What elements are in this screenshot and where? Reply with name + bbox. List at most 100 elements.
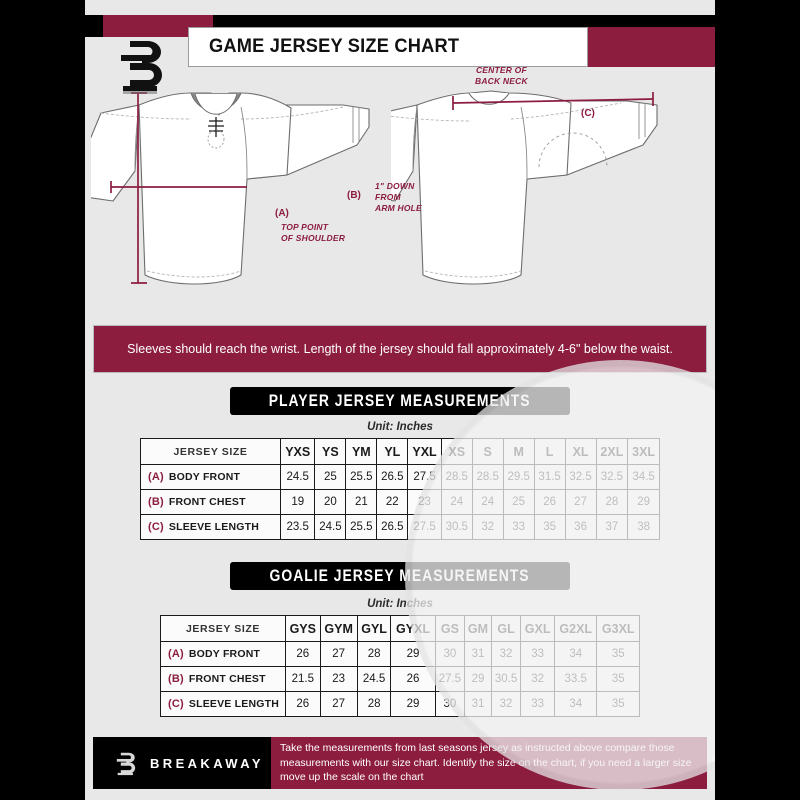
measurement-cell: 28: [356, 691, 392, 717]
row-label: (C) SLEEVE LENGTH: [160, 691, 286, 717]
breakaway-b-logo-icon: [121, 41, 162, 94]
measurement-cell: 24.5: [356, 666, 392, 692]
measurement-cell: 23: [319, 666, 358, 692]
front-label-a-text: TOP POINT OF SHOULDER: [281, 222, 346, 243]
table-row: (A) BODY FRONT 24.5 25 25.5 26.5 27.5 28.5 28.5 2…: [140, 464, 660, 490]
footer-arrow-icon: ➤: [709, 754, 715, 766]
title-box: GAME JERSEY SIZE CHART: [188, 27, 588, 67]
measurement-cell: 29: [390, 691, 436, 717]
size-header-gym: GYM: [319, 615, 358, 642]
size-header-l: L: [533, 438, 566, 465]
jersey-illustrations: (A) TOP POINT OF SHOULDER (B) 1" DOWN FR…: [85, 65, 715, 315]
size-column-header: JERSEY SIZE: [140, 438, 281, 465]
size-header-xl: XL: [564, 438, 597, 465]
player-section-banner: PLAYER JERSEY MEASUREMENTS: [230, 387, 570, 415]
measurement-cell: 32: [490, 691, 522, 717]
measurement-cell: 35: [596, 641, 640, 667]
table-row: (B) FRONT CHEST 19 20 21 22 23 24 24 25 26 27 28 29: [140, 489, 660, 515]
goalie-measurements-table: JERSEY SIZE GYS GYM GYL GYXL GS GM GL GXL G2XL G3X…: [160, 615, 640, 717]
measurement-cell: 27.5: [407, 464, 442, 490]
measurement-cell: 33.5: [553, 666, 598, 692]
goalie-table-header-row: JERSEY SIZE GYS GYM GYL GYXL GS GM GL GXL G2XL G3X…: [160, 615, 640, 642]
measurement-cell: 25: [314, 464, 347, 490]
measurement-cell: 21.5: [285, 666, 321, 692]
back-label-c: (C): [581, 108, 595, 119]
footer-instructions-text: Take the measurements from last seasons …: [280, 742, 692, 784]
size-header-s: S: [471, 438, 504, 465]
measurement-cell: 20: [314, 489, 347, 515]
row-label: (B) FRONT CHEST: [140, 489, 281, 515]
measurement-cell: 30.5: [490, 666, 522, 692]
measurement-cell: 23.5: [279, 514, 316, 540]
measurement-cell: 34: [553, 641, 598, 667]
table-row: (A) BODY FRONT 26 27 28 29 30 31 32 33 34 35: [160, 641, 640, 667]
measurement-cell: 29.5: [502, 464, 535, 490]
measurement-cell: 37: [595, 514, 629, 540]
size-header-m: M: [502, 438, 535, 465]
measurement-cell: 33: [502, 514, 535, 540]
measurement-cell: 33: [520, 641, 555, 667]
measurement-cell: 32.5: [595, 464, 629, 490]
measurement-cell: 27.5: [434, 666, 466, 692]
size-header-g2xl: G2XL: [553, 615, 598, 642]
size-header-gl: GL: [490, 615, 522, 642]
measurement-cell: 27: [319, 641, 358, 667]
row-label: (C) SLEEVE LENGTH: [140, 514, 281, 540]
front-jersey-diagram: [91, 92, 370, 285]
measurement-cell: 32: [490, 641, 522, 667]
measurement-cell: 28.5: [471, 464, 504, 490]
measurement-cell: 24.5: [314, 514, 347, 540]
row-key: (A): [148, 471, 164, 483]
measurement-cell: 31: [464, 641, 492, 667]
measurement-cell: 31: [464, 691, 492, 717]
chart-canvas: GAME JERSEY SIZE CHART: [85, 0, 715, 800]
player-unit-label: Unit: Inches: [367, 421, 433, 433]
measurement-cell: 26: [285, 691, 321, 717]
measurement-cell: 38: [627, 514, 660, 540]
measurement-cell: 22: [376, 489, 409, 515]
goalie-table-body: (A) BODY FRONT 26 27 28 29 30 31 32 33 34 35 (B) FRON…: [160, 641, 640, 717]
measurement-cell: 28.5: [440, 464, 473, 490]
measurement-cell: 32: [471, 514, 504, 540]
measurement-cell: 35: [596, 666, 640, 692]
measurement-cell: 25: [502, 489, 535, 515]
size-header-gys: GYS: [285, 615, 321, 642]
row-key: (B): [168, 673, 184, 685]
measurement-cell: 29: [390, 641, 436, 667]
back-label-c-text: CENTER OF BACK NECK: [475, 65, 528, 86]
measurement-cell: 28: [595, 489, 629, 515]
player-measurements-table: JERSEY SIZE YXS YS YM YL YXL XS S M L XL 2XL 3XL (A)…: [140, 438, 660, 540]
measurement-cell: 26: [533, 489, 566, 515]
row-label: (A) BODY FRONT: [160, 641, 286, 667]
back-jersey-diagram: [391, 90, 658, 285]
size-header-gxl: GXL: [520, 615, 555, 642]
table-row: (C) SLEEVE LENGTH 26 27 28 29 30 31 32 33 34 35: [160, 691, 640, 717]
measurement-cell: 23: [407, 489, 442, 515]
size-header-gm: GM: [464, 615, 492, 642]
size-header-ym: YM: [345, 438, 378, 465]
measurement-cell: 25.5: [345, 464, 378, 490]
row-label: (B) FRONT CHEST: [160, 666, 286, 692]
footer-instructions: Take the measurements from last seasons …: [271, 737, 715, 789]
size-header-xs: XS: [440, 438, 473, 465]
front-label-a: (A): [275, 208, 289, 219]
measurement-cell: 19: [279, 489, 316, 515]
size-header-yxl: YXL: [407, 438, 442, 465]
measurement-cell: 27.5: [407, 514, 442, 540]
title-bar: GAME JERSEY SIZE CHART: [188, 27, 715, 67]
measurement-cell: 30: [434, 691, 466, 717]
page-title: GAME JERSEY SIZE CHART: [209, 36, 460, 57]
measurement-cell: 36: [564, 514, 597, 540]
size-header-ys: YS: [314, 438, 347, 465]
breakaway-b-logo-icon-footer: [116, 752, 136, 776]
table-row: (B) FRONT CHEST 21.5 23 24.5 26 27.5 29 30.5 32 33…: [160, 666, 640, 692]
front-label-b-text: 1" DOWN FROM ARM HOLE: [375, 181, 422, 213]
size-header-gyl: GYL: [356, 615, 392, 642]
measurement-cell: 32.5: [564, 464, 597, 490]
row-key: (B): [148, 496, 164, 508]
goalie-unit-label: Unit: Inches: [367, 598, 433, 610]
player-section-banner-label: PLAYER JERSEY MEASUREMENTS: [269, 391, 531, 410]
measurement-cell: 35: [596, 691, 640, 717]
measurement-cell: 26.5: [376, 464, 409, 490]
